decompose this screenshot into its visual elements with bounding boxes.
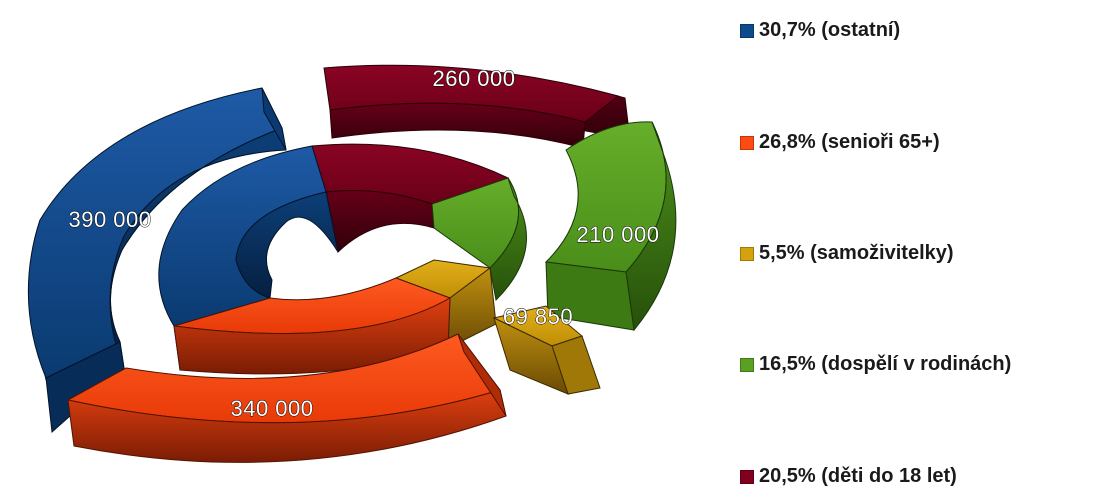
legend: 30,7% (ostatní) 26,8% (senioři 65+) 5,5%… — [740, 0, 1097, 488]
legend-swatch-deti — [740, 469, 754, 484]
outer-slice-seniori-end — [457, 333, 507, 417]
legend-item-dospeli: 16,5% (dospělí v rodinách) — [740, 353, 1011, 376]
outer-slice-ostatni — [27, 87, 287, 434]
legend-label-ostatni: 30,7% (ostatní) — [759, 19, 901, 41]
data-label-ostatni: 390 000 — [68, 207, 151, 232]
inner-slice-deti-inner — [325, 190, 435, 253]
legend-label-samozivitelky: 5,5% (samoživitelky) — [759, 242, 954, 264]
legend-label-seniori: 26,8% (senioři 65+) — [759, 131, 940, 153]
legend-swatch-seniori — [740, 135, 754, 150]
data-label-dospeli: 210 000 — [576, 222, 659, 247]
outer-slice-samozivitelky — [492, 305, 601, 395]
legend-swatch-ostatni — [740, 23, 754, 38]
data-label-samozivitelky: 69 850 — [503, 304, 573, 329]
outer-slice-ostatni-edge — [261, 87, 287, 151]
outer-slice-deti — [323, 64, 631, 149]
outer-slice-dospeli — [544, 121, 677, 332]
outer-slice-ostatni-front — [45, 341, 125, 434]
legend-swatch-samozivitelky — [740, 246, 754, 261]
legend-label-dospeli: 16,5% (dospělí v rodinách) — [759, 353, 1012, 375]
legend-label-deti: 20,5% (děti do 18 let) — [759, 465, 957, 487]
legend-swatch-dospeli — [740, 357, 754, 372]
data-label-deti: 260 000 — [432, 66, 515, 91]
donut-chart: 260 000 390 000 210 000 69 850 340 000 — [27, 64, 677, 463]
legend-item-samozivitelky: 5,5% (samoživitelky) — [740, 242, 954, 265]
outer-slice-samozivitelky-side — [493, 317, 569, 395]
legend-item-seniori: 26,8% (senioři 65+) — [740, 131, 940, 154]
outer-slice-seniori — [66, 333, 507, 463]
legend-item-ostatni: 30,7% (ostatní) — [740, 19, 900, 42]
data-label-seniori: 340 000 — [230, 396, 313, 421]
legend-item-deti: 20,5% (děti do 18 let) — [740, 465, 957, 488]
outer-slice-dospeli-front — [545, 261, 635, 331]
outer-slice-deti-front — [329, 102, 586, 149]
inner-slice-dospeli-outer — [489, 177, 527, 302]
